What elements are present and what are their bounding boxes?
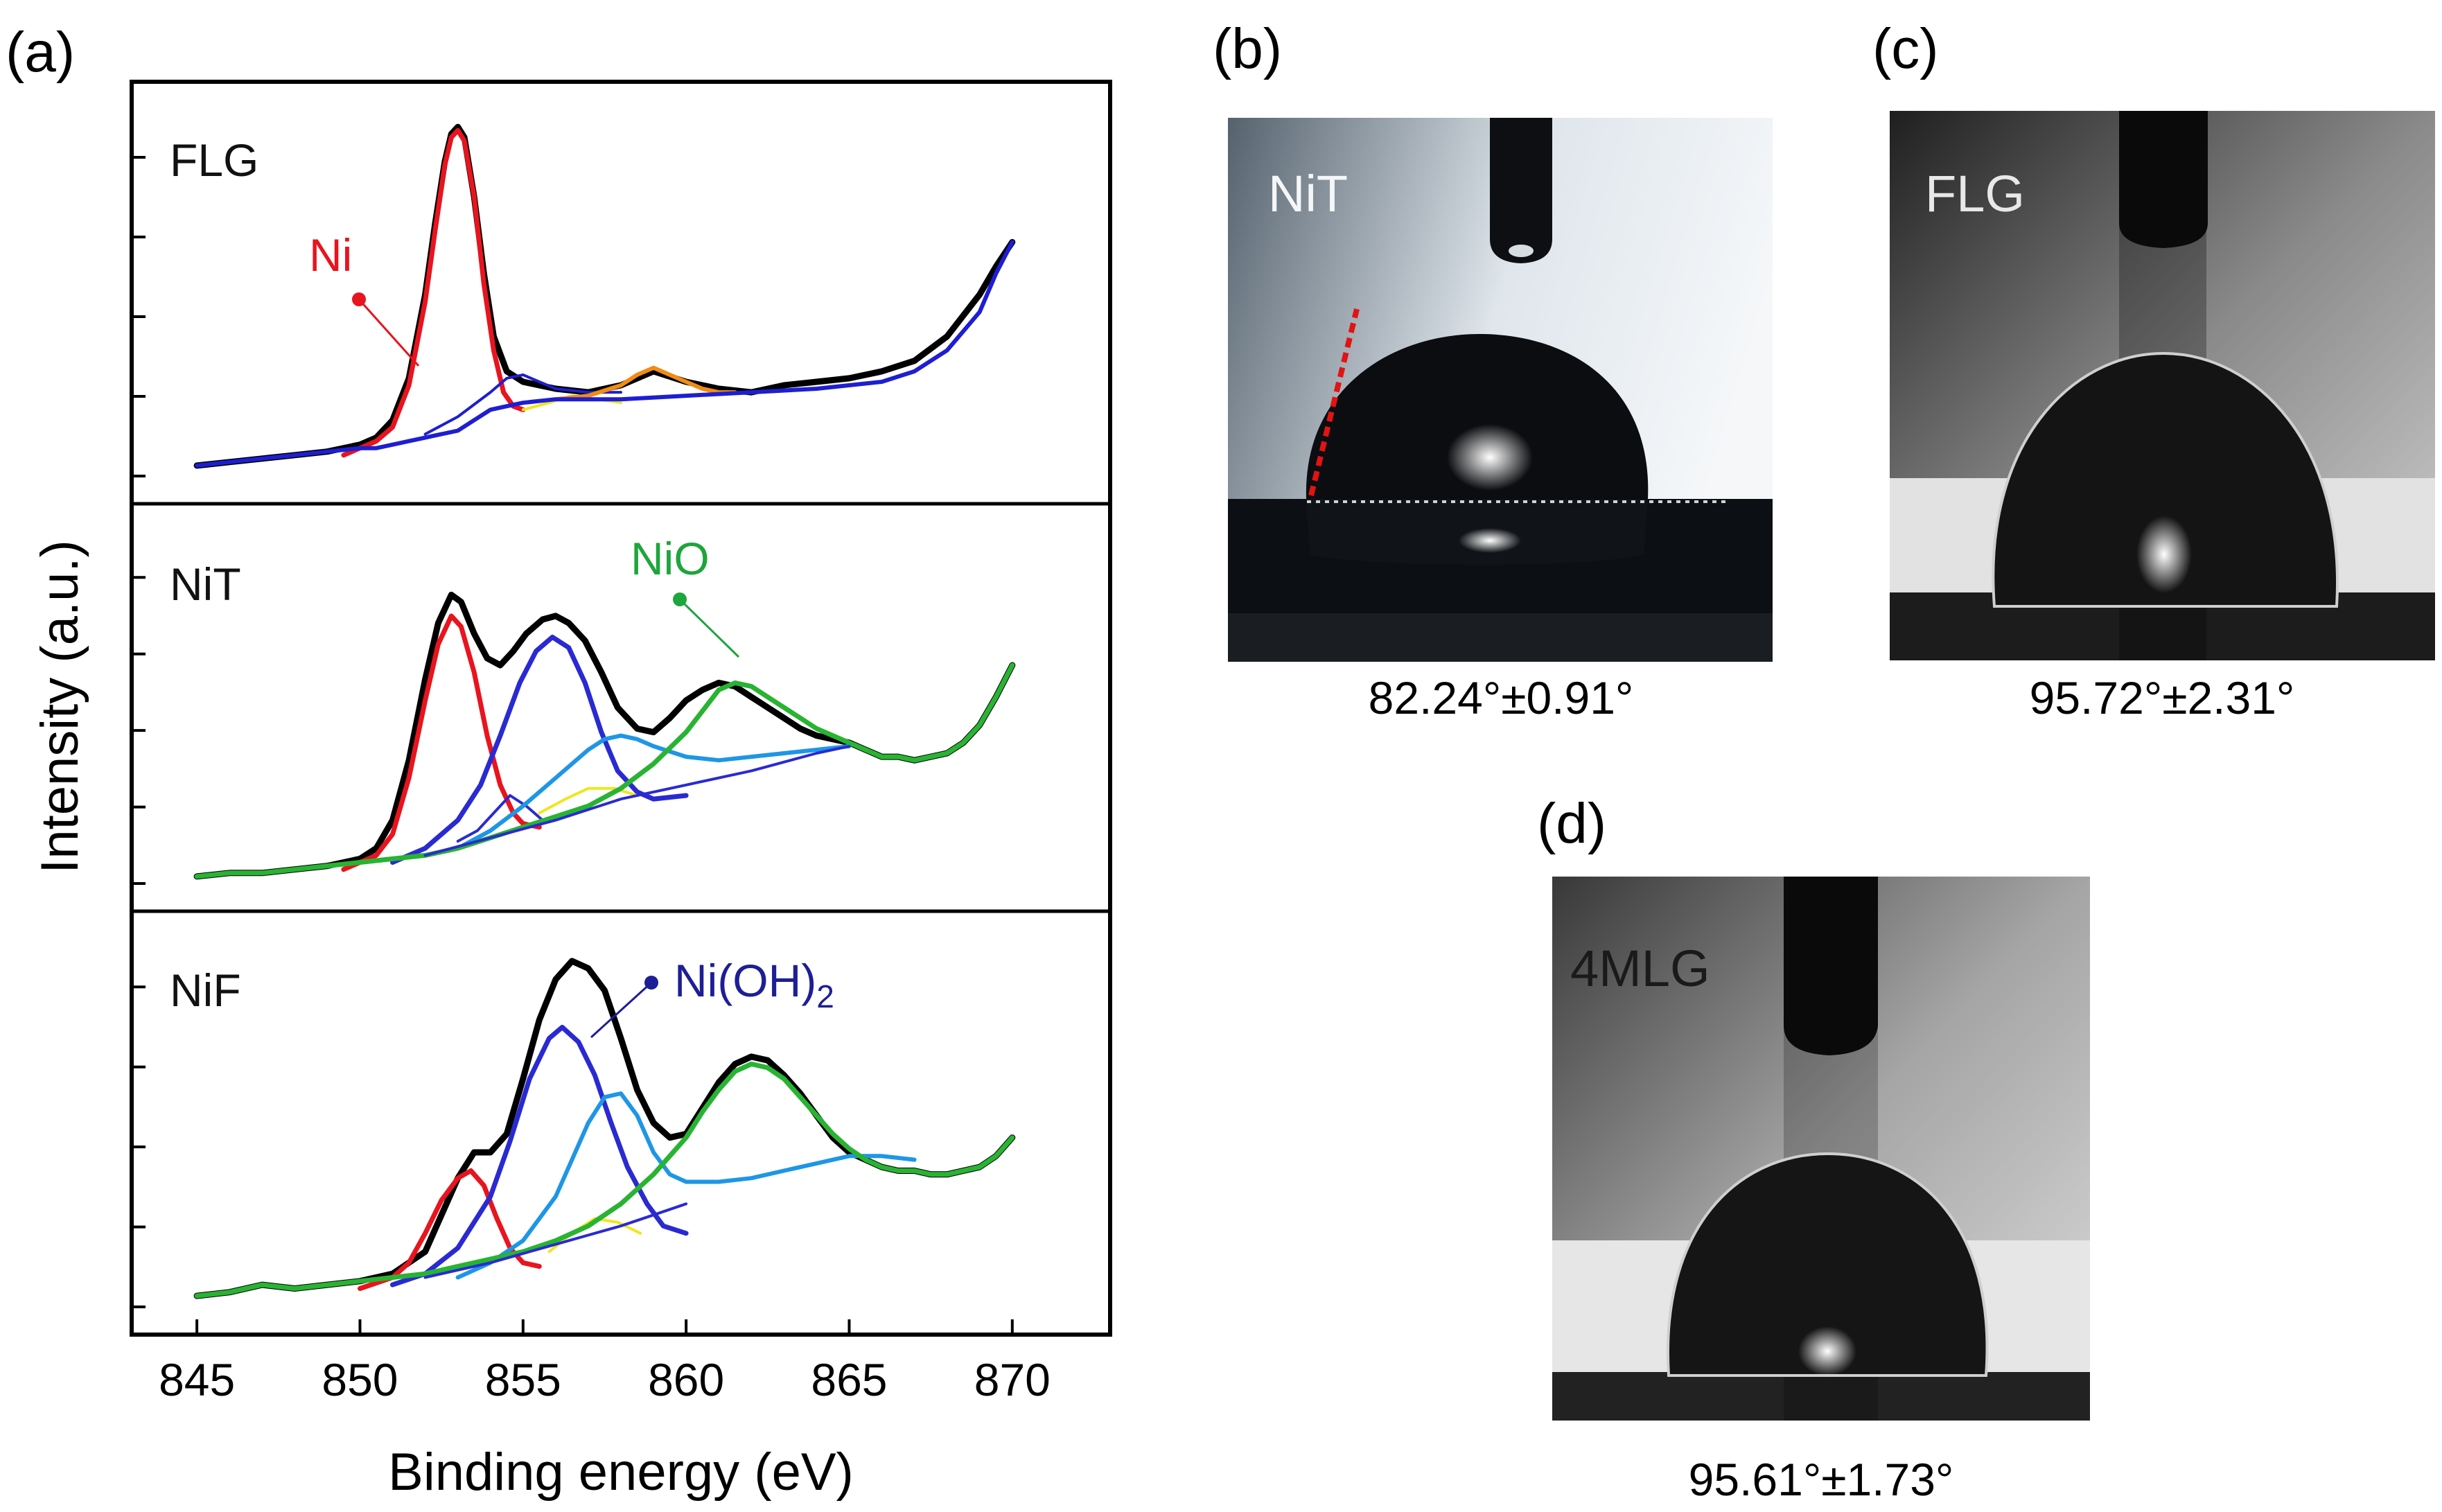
droplet [1667, 1152, 1989, 1377]
contact-angle-4MLG: 95.61°±1.73° [1689, 1454, 1954, 1505]
droplet-glint-lower [1459, 528, 1521, 553]
plot-frame [130, 80, 1112, 1337]
sample-label-4MLG-image: 4MLG [1570, 940, 1710, 997]
droplet-glint [1798, 1326, 1856, 1376]
panel-label-a: (a) [6, 21, 75, 84]
sample-label-FLG-image: FLG [1925, 165, 2025, 222]
panel-label-c: (c) [1872, 17, 1939, 80]
annotation-NiO-text: NiO [631, 533, 710, 584]
series-NiT-yellow [538, 786, 639, 815]
droplet [1992, 351, 2339, 608]
x-tick-label-855: 855 [485, 1354, 561, 1405]
series-NiF-raw [193, 958, 1016, 1299]
syringe-needle [1490, 118, 1552, 263]
x-tick-label-870: 870 [974, 1354, 1051, 1405]
substrate-dark [1552, 1372, 2090, 1421]
sample-label-FLG: FLG [170, 134, 258, 186]
sample-label-NiT: NiT [170, 559, 241, 610]
annotation-NiO: NiO [631, 533, 740, 658]
series-NiF-yellow [547, 1217, 642, 1254]
series-NiT-Ni [341, 613, 542, 872]
series-NiF-green [194, 1062, 1015, 1299]
series-NiF-Ni-OH-2 [390, 1024, 689, 1287]
panel-label-d: (d) [1537, 792, 1606, 855]
contact-angle-image-NiT: NiT [1228, 118, 1773, 662]
droplet [1306, 333, 1649, 499]
contact-angle-FLG: 95.72°±2.31° [2030, 672, 2295, 723]
sample-label-NiF: NiF [170, 965, 241, 1016]
x-axis-label: Binding energy (eV) [388, 1443, 854, 1502]
x-tick-label-860: 860 [648, 1354, 724, 1405]
series-NiT-background [423, 744, 851, 857]
annotation-NiOH2-subscript: 2 [816, 978, 834, 1014]
series-NiT-NiO [194, 662, 1015, 879]
series-NiF-Ni-OH-2-sat [455, 1091, 917, 1280]
x-tick-label-845: 845 [159, 1354, 235, 1405]
syringe-needle [1784, 877, 1878, 1055]
panel-label-b: (b) [1213, 17, 1282, 80]
series-NiT-Ni-OH-2-sat [455, 733, 852, 851]
syringe-needle [2119, 111, 2208, 248]
contact-angle-image-FLG: FLG [1890, 111, 2435, 660]
annotation-Ni: Ni [309, 229, 420, 367]
contact-angle-NiT: 82.24°±0.91° [1369, 672, 1634, 723]
series-NiF-background [423, 1202, 688, 1279]
series-FLG-Ni-satellite [423, 373, 622, 436]
annotation-Ni-leader [358, 298, 420, 367]
xps-chart: 845 850 855 860 865 870 FLG NiT NiF Ni NiO Ni… [30, 80, 1112, 1502]
sample-label-NiT-image: NiT [1268, 165, 1348, 222]
series-FLG-raw [193, 123, 1016, 469]
annotation-NiOH2-leader [590, 981, 653, 1039]
substrate-shadow [1228, 613, 1773, 662]
needle-highlight [1509, 245, 1534, 257]
annotation-NiOH2: Ni(OH)2 [590, 955, 834, 1039]
annotation-Ni-text: Ni [309, 229, 352, 281]
annotation-NiOH2-main: Ni(OH) [674, 955, 816, 1006]
annotation-NiO-leader [678, 598, 740, 658]
series-FLG-background [195, 240, 1014, 468]
x-tick-label-850: 850 [322, 1354, 398, 1405]
series-NiT-Ni-OH-2 [390, 634, 689, 865]
y-axis-label: Intensity (a.u.) [30, 540, 89, 874]
droplet-glint [1447, 424, 1533, 491]
annotation-NiOH2-text: Ni(OH)2 [674, 955, 834, 1014]
series-FLG-orange-satellite [553, 365, 737, 402]
x-tick-label-865: 865 [811, 1354, 887, 1405]
contact-angle-image-4MLG: 4MLG [1552, 877, 2090, 1421]
droplet-glint [2136, 516, 2192, 593]
series-FLG-Ni-2p3-2 [341, 128, 526, 458]
tangent-line [1308, 308, 1360, 496]
